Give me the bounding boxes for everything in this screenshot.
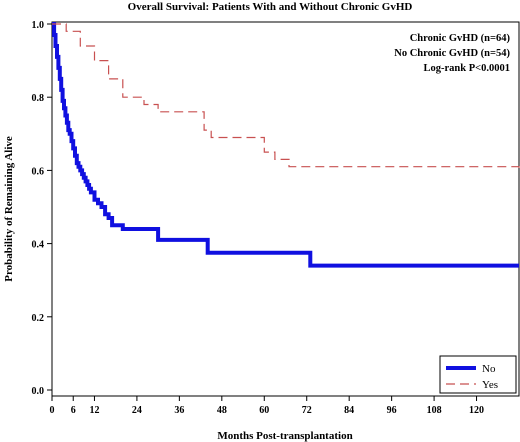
x-tick-label: 120 (469, 405, 484, 416)
y-tick-label: 0.6 (32, 166, 45, 177)
x-tick-label: 6 (71, 405, 76, 416)
legend: No Yes (439, 355, 517, 394)
annotation-logrank: Log-rank P<0.0001 (424, 63, 511, 74)
x-tick-label: 84 (344, 405, 354, 416)
x-tick-label: 72 (302, 405, 312, 416)
x-tick-label: 96 (387, 405, 397, 416)
x-tick-label: 60 (259, 405, 269, 416)
annotation-chronic: Chronic GvHD (n=64) (410, 33, 511, 44)
plot-frame (51, 21, 520, 397)
x-tick-label: 12 (89, 405, 99, 416)
x-axis-title: Months Post-transplantation (217, 430, 352, 442)
series-layer (52, 22, 520, 268)
chart-title: Overall Survival: Patients With and With… (128, 1, 413, 13)
legend-box (439, 355, 517, 394)
x-tick-label: 0 (50, 405, 55, 416)
legend-label-yes: Yes (482, 379, 498, 391)
y-tick-label: 0.4 (32, 240, 45, 251)
y-axis-title: Probability of Remaining Alive (3, 136, 15, 282)
x-axis: 0 6 12 24 36 48 60 72 84 96 108 120 (50, 396, 484, 416)
y-tick-label: 0.0 (32, 386, 45, 397)
series-line-no (52, 22, 519, 268)
y-axis: 0.0 0.2 0.4 0.6 0.8 1.0 (32, 20, 52, 397)
x-tick-label: 24 (132, 405, 142, 416)
y-tick-label: 0.8 (32, 93, 45, 104)
x-tick-label: 48 (217, 405, 227, 416)
y-tick-label: 0.2 (32, 313, 45, 324)
annotation-no-chronic: No Chronic GvHD (n=54) (394, 48, 510, 59)
x-tick-label: 108 (427, 405, 442, 416)
series-line-yes (52, 23, 520, 169)
x-tick-label: 36 (174, 405, 184, 416)
y-tick-label: 1.0 (32, 20, 45, 31)
legend-label-no: No (482, 363, 496, 375)
